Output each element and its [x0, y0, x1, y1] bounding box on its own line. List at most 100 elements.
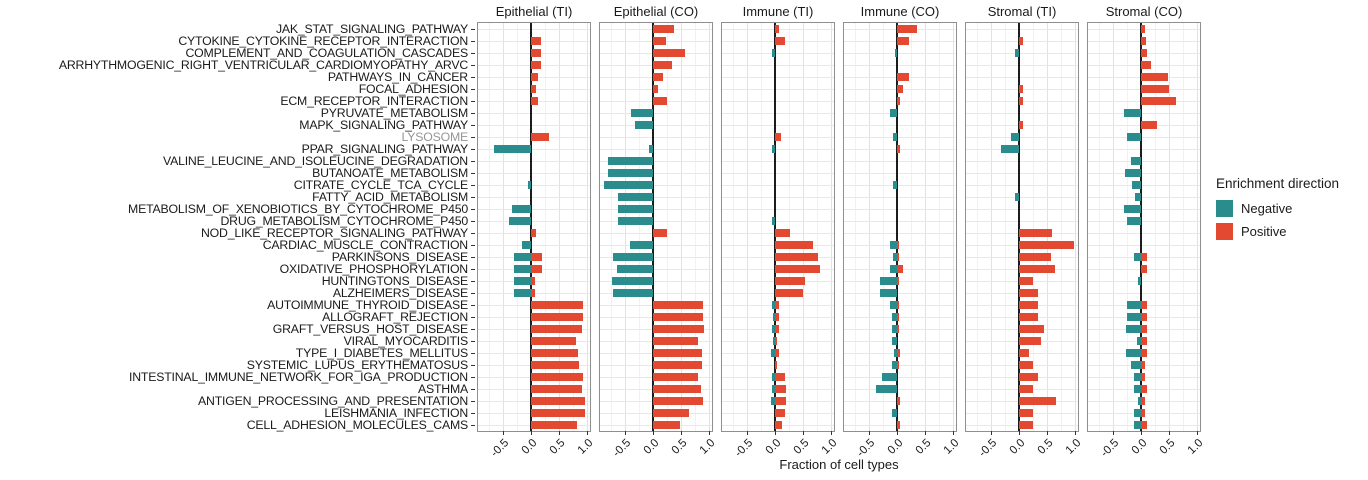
bar-positive [1019, 229, 1052, 237]
grid-major-v [586, 23, 588, 431]
bar-positive [531, 361, 579, 369]
x-tick-mark [1140, 431, 1142, 435]
bar-negative [889, 109, 898, 117]
bar-positive [1019, 337, 1042, 345]
grid-minor-v [544, 23, 546, 431]
bar-positive [897, 97, 900, 105]
y-tick-mark [471, 232, 475, 234]
grid-major-h [722, 52, 834, 54]
y-axis-label: PARKINSONS_DISEASE [331, 250, 468, 264]
y-tick-mark [471, 412, 475, 414]
grid-minor-v [788, 23, 790, 431]
grid-major-h [1088, 148, 1200, 150]
x-tick-label-text: 0.5 [1035, 437, 1056, 457]
bar-positive [1141, 121, 1158, 129]
x-tick-mark [708, 431, 710, 435]
bar-positive [1019, 349, 1029, 357]
grid-minor-v [1098, 23, 1100, 431]
bar-negative [1127, 133, 1142, 141]
bar-negative [1131, 157, 1142, 165]
y-tick-mark [471, 124, 475, 126]
bar-negative [629, 241, 654, 249]
grid-minor-v [976, 23, 978, 431]
bar-positive [653, 409, 690, 417]
bar-negative [771, 385, 776, 393]
x-tick-mark [1196, 431, 1198, 435]
bar-negative [617, 193, 654, 201]
bar-positive [897, 313, 900, 321]
bar-positive [1141, 325, 1148, 333]
bar-positive [531, 409, 585, 417]
bar-negative [893, 349, 898, 357]
y-axis-label: NOD_LIKE_RECEPTOR_SIGNALING_PATHWAY [200, 226, 468, 240]
grid-major-h [722, 112, 834, 114]
y-axis-label: VALINE_LEUCINE_AND_ISOLEUCINE_DEGRADATIO… [162, 154, 468, 168]
bar-positive [1019, 253, 1052, 261]
bar-positive [531, 301, 583, 309]
x-tick-mark [502, 431, 504, 435]
grid-major-h [844, 364, 956, 366]
facet-panel-immune-ti [721, 22, 835, 432]
bar-negative [528, 181, 532, 189]
legend-item-negative: Negative [1216, 200, 1339, 217]
grid-major-v [952, 23, 954, 431]
grid-major-h [844, 100, 956, 102]
bar-positive [653, 85, 658, 93]
y-tick-mark [471, 76, 475, 78]
bar-positive [1141, 97, 1176, 105]
bar-negative [613, 289, 654, 297]
grid-major-h [1088, 280, 1200, 282]
bar-positive [897, 301, 900, 309]
bar-positive [1141, 409, 1145, 417]
legend-swatch-negative [1216, 200, 1233, 217]
x-tick-mark [830, 431, 832, 435]
y-axis-label: PPAR_SIGNALING_PATHWAY [301, 142, 469, 156]
bar-positive [775, 409, 785, 417]
bar-negative [1134, 373, 1142, 381]
bar-negative [771, 301, 776, 309]
bar-positive [897, 277, 899, 285]
bar-positive [1141, 25, 1146, 33]
x-tick-mark [990, 431, 992, 435]
zero-line [1018, 23, 1020, 431]
grid-major-v [1046, 23, 1048, 431]
legend-swatch-positive [1216, 223, 1233, 240]
y-axis-label: AUTOIMMUNE_THYROID_DISEASE [267, 298, 468, 312]
grid-major-h [478, 28, 590, 30]
y-axis-label: METABOLISM_OF_XENOBIOTICS_BY_CYTOCHROME_… [128, 202, 468, 216]
bar-positive [1141, 373, 1145, 381]
grid-major-h [844, 376, 956, 378]
zero-line [1140, 23, 1142, 431]
bar-positive [653, 361, 703, 369]
y-axis-label: CELL_ADHESION_MOLECULES_CAMS [246, 418, 468, 432]
y-tick-mark [471, 268, 475, 270]
grid-major-h [600, 136, 712, 138]
bar-negative [890, 265, 898, 273]
grid-major-v [708, 23, 710, 431]
y-axis-label: HUNTINGTONS_DISEASE [321, 274, 468, 288]
x-tick-mark [680, 431, 682, 435]
bar-negative [1124, 109, 1142, 117]
grid-major-h [600, 124, 712, 126]
grid-major-h [600, 256, 712, 258]
bar-negative [891, 325, 898, 333]
bar-positive [775, 421, 782, 429]
grid-major-h [1088, 172, 1200, 174]
bar-positive [531, 61, 541, 69]
bar-positive [1141, 301, 1148, 309]
bar-negative [1126, 325, 1142, 333]
bar-negative [889, 301, 898, 309]
bar-positive [1019, 289, 1038, 297]
bar-positive [531, 373, 583, 381]
x-tick-mark [558, 431, 560, 435]
grid-minor-v [1032, 23, 1034, 431]
grid-major-h [966, 64, 1078, 66]
bar-positive [1019, 301, 1038, 309]
facet-header-stromal-co: Stromal (CO) [1105, 4, 1183, 19]
bar-positive [653, 73, 663, 81]
facet-header-stromal-ti: Stromal (TI) [987, 4, 1057, 19]
y-tick-mark [471, 40, 475, 42]
zero-line [896, 23, 898, 431]
y-axis-label: ALLOGRAFT_REJECTION [322, 310, 468, 324]
bar-negative [881, 373, 898, 381]
